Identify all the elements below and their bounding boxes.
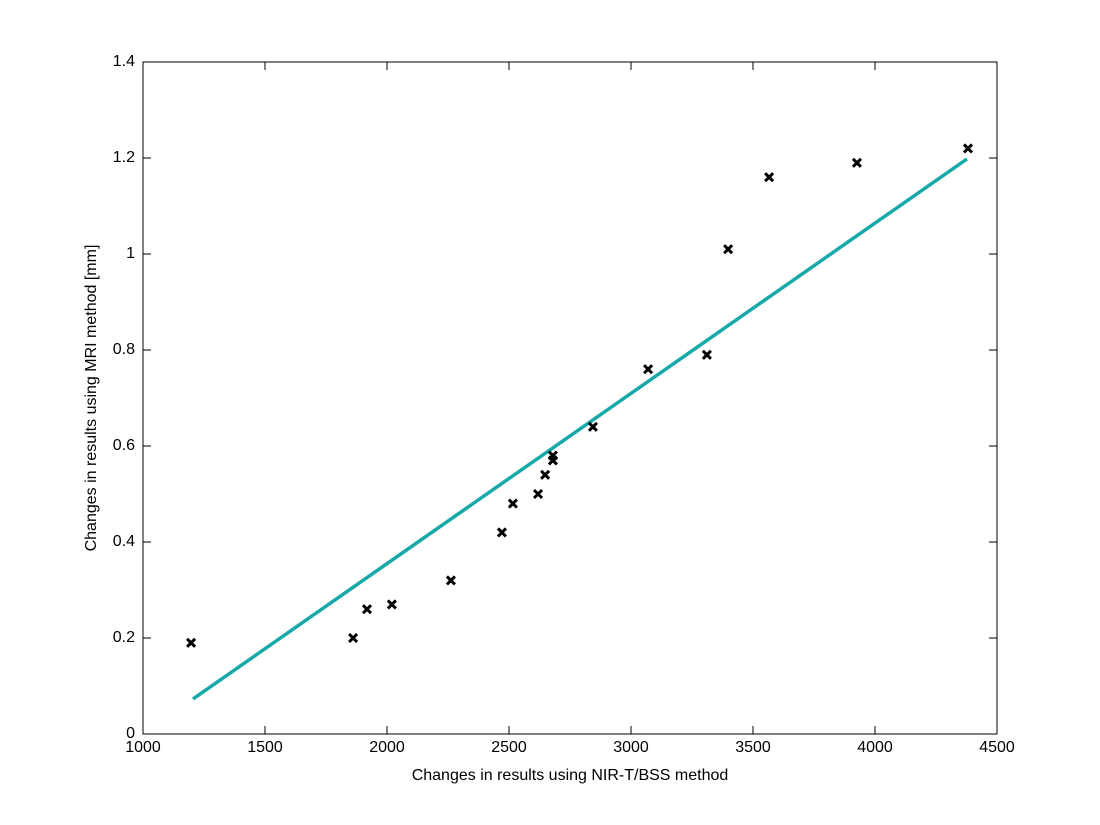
y-tick-label: 0 (126, 725, 135, 742)
marker (361, 604, 373, 615)
marker (587, 421, 598, 432)
plot-area (142, 61, 998, 735)
marker (851, 157, 863, 168)
x-tick-label: 2500 (491, 739, 527, 756)
y-tick-label: 0.2 (113, 629, 135, 646)
x-tick-label: 4500 (979, 739, 1015, 756)
marker (532, 488, 544, 500)
marker (540, 469, 551, 480)
y-tick-label: 0.6 (113, 437, 135, 454)
marker (186, 637, 197, 648)
y-tick-label: 1.2 (113, 149, 135, 166)
marker (496, 527, 507, 538)
x-tick-label: 1500 (247, 739, 283, 756)
marker (348, 632, 359, 644)
x-tick-label: 4000 (857, 739, 893, 756)
y-tick-label: 0.8 (113, 341, 135, 358)
y-tick-label: 1 (126, 245, 135, 262)
fit-line (192, 157, 968, 701)
x-tick-label: 3500 (735, 739, 771, 756)
y-axis-label: Changes in results using MRI method [mm] (83, 245, 100, 552)
y-tick-label: 1.4 (113, 53, 135, 70)
marker (962, 143, 974, 154)
marker (507, 498, 518, 509)
marker (723, 244, 734, 255)
marker (386, 599, 397, 610)
y-tick-label: 0.4 (113, 533, 135, 550)
x-tick-label: 1000 (125, 739, 161, 756)
marker (643, 364, 654, 375)
marker (547, 450, 558, 461)
marker (764, 172, 775, 183)
x-tick-label: 2000 (369, 739, 405, 756)
marker (701, 349, 712, 360)
x-tick-label: 3000 (613, 739, 649, 756)
marker (445, 575, 456, 586)
x-axis-label: Changes in results using NIR-T/BSS metho… (412, 767, 729, 784)
